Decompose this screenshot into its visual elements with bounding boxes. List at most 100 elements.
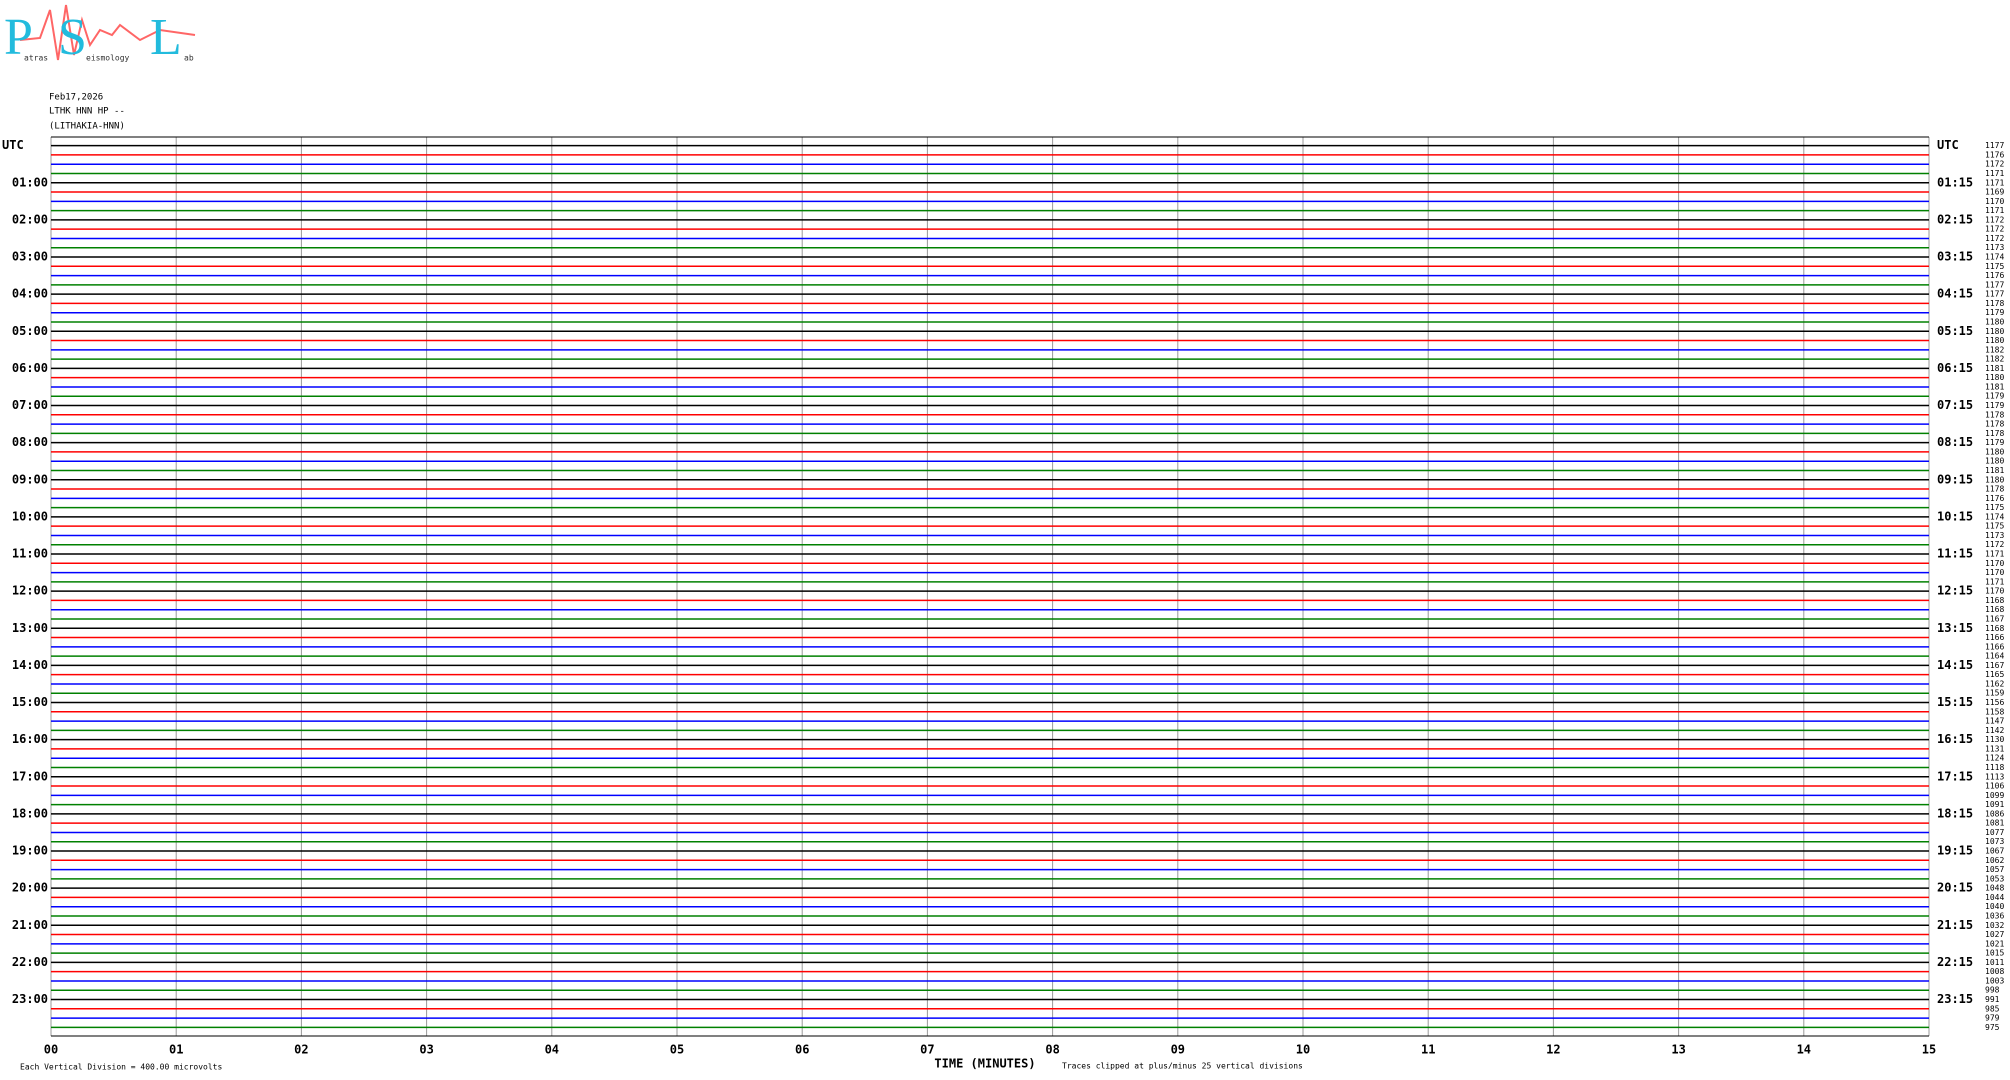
- x-tick-label: 07: [920, 1043, 934, 1057]
- row-number: 1164: [1985, 652, 2004, 661]
- left-time-label: 14:00: [12, 658, 48, 672]
- right-time-label: 20:15: [1937, 881, 1973, 895]
- right-time-label: 08:15: [1937, 435, 1973, 449]
- row-number: 1027: [1985, 930, 2004, 939]
- row-number: 1170: [1985, 197, 2004, 206]
- row-number: 1178: [1985, 429, 2004, 438]
- row-number: 1015: [1985, 949, 2004, 958]
- row-number: 1179: [1985, 438, 2004, 447]
- row-number: 1176: [1985, 271, 2004, 280]
- row-number: 1172: [1985, 540, 2004, 549]
- right-time-label: 23:15: [1937, 992, 1973, 1006]
- row-number: 1099: [1985, 791, 2004, 800]
- left-time-label: 09:00: [12, 472, 48, 486]
- row-number: 1156: [1985, 698, 2004, 707]
- row-number: 1176: [1985, 494, 2004, 503]
- row-number: 1168: [1985, 605, 2004, 614]
- right-time-label: 14:15: [1937, 658, 1973, 672]
- right-time-label: 19:15: [1937, 844, 1973, 858]
- row-number: 1053: [1985, 874, 2004, 883]
- row-number: 1147: [1985, 717, 2004, 726]
- row-number: 1091: [1985, 800, 2004, 809]
- right-time-label: 06:15: [1937, 361, 1973, 375]
- row-number: 1181: [1985, 364, 2004, 373]
- row-number: 1175: [1985, 522, 2004, 531]
- station: LTHK HNN HP --: [49, 107, 125, 117]
- row-number: 1057: [1985, 865, 2004, 874]
- row-number: 1179: [1985, 401, 2004, 410]
- row-number: 1177: [1985, 280, 2004, 289]
- row-number: 1124: [1985, 754, 2004, 763]
- row-number: 1113: [1985, 772, 2004, 781]
- row-number: 1172: [1985, 225, 2004, 234]
- logo-letter: L: [150, 9, 182, 66]
- x-tick-label: 13: [1671, 1043, 1685, 1057]
- right-time-label: 18:15: [1937, 806, 1973, 820]
- row-number: 1086: [1985, 809, 2004, 818]
- right-time-label: 15:15: [1937, 695, 1973, 709]
- x-axis-title: TIME (MINUTES): [934, 1057, 1035, 1071]
- left-time-label: 11:00: [12, 547, 48, 561]
- row-number: 1162: [1985, 679, 2004, 688]
- row-number: 1166: [1985, 633, 2004, 642]
- row-number: 1003: [1985, 976, 2004, 985]
- row-number: 1040: [1985, 902, 2004, 911]
- left-time-label: UTC: [2, 138, 24, 152]
- row-number: 1180: [1985, 327, 2004, 336]
- row-number: 985: [1985, 1004, 2000, 1013]
- row-number: 1062: [1985, 856, 2004, 865]
- row-number: 1131: [1985, 744, 2004, 753]
- logo-word: ab: [184, 54, 194, 63]
- row-number: 1172: [1985, 160, 2004, 169]
- left-time-label: 08:00: [12, 435, 48, 449]
- row-number: 1170: [1985, 568, 2004, 577]
- left-time-label: 06:00: [12, 361, 48, 375]
- x-tick-label: 02: [294, 1043, 308, 1057]
- x-tick-label: 05: [670, 1043, 684, 1057]
- row-number: 1170: [1985, 587, 2004, 596]
- row-number: 1044: [1985, 893, 2004, 902]
- logo-wave: [19, 4, 196, 61]
- scale-note: Each Vertical Division = 400.00 microvol…: [20, 1063, 222, 1072]
- x-tick-label: 08: [1045, 1043, 1059, 1057]
- row-number: 1118: [1985, 763, 2004, 772]
- left-time-label: 15:00: [12, 695, 48, 709]
- site: (LITHAKIA-HNN): [49, 122, 125, 132]
- row-number: 1130: [1985, 735, 2004, 744]
- row-number: 1036: [1985, 911, 2004, 920]
- right-time-label: 13:15: [1937, 621, 1973, 635]
- row-number: 1142: [1985, 726, 2004, 735]
- row-number: 1173: [1985, 531, 2004, 540]
- right-time-label: 09:15: [1937, 472, 1973, 486]
- row-number: 1178: [1985, 410, 2004, 419]
- x-tick-label: 06: [795, 1043, 809, 1057]
- left-time-label: 21:00: [12, 918, 48, 932]
- right-time-label: 05:15: [1937, 324, 1973, 338]
- left-time-label: 16:00: [12, 732, 48, 746]
- row-number: 1177: [1985, 290, 2004, 299]
- row-number: 1067: [1985, 847, 2004, 856]
- left-time-label: 05:00: [12, 324, 48, 338]
- row-number: 1182: [1985, 345, 2004, 354]
- row-number: 1179: [1985, 392, 2004, 401]
- x-tick-label: 12: [1546, 1043, 1560, 1057]
- row-number: 1167: [1985, 661, 2004, 670]
- row-number: 1073: [1985, 837, 2004, 846]
- x-tick-label: 11: [1421, 1043, 1435, 1057]
- left-time-label: 04:00: [12, 287, 48, 301]
- x-tick-label: 15: [1922, 1043, 1936, 1057]
- row-number: 1180: [1985, 336, 2004, 345]
- row-number: 1032: [1985, 921, 2004, 930]
- x-tick-label: 10: [1296, 1043, 1310, 1057]
- row-number: 1180: [1985, 447, 2004, 456]
- right-time-label: 07:15: [1937, 398, 1973, 412]
- left-time-label: 07:00: [12, 398, 48, 412]
- row-number: 1174: [1985, 512, 2004, 521]
- logo-word: eismology: [86, 54, 130, 63]
- row-number: 1175: [1985, 503, 2004, 512]
- left-time-label: 03:00: [12, 250, 48, 264]
- logo-word: atras: [24, 54, 48, 63]
- row-number: 1170: [1985, 559, 2004, 568]
